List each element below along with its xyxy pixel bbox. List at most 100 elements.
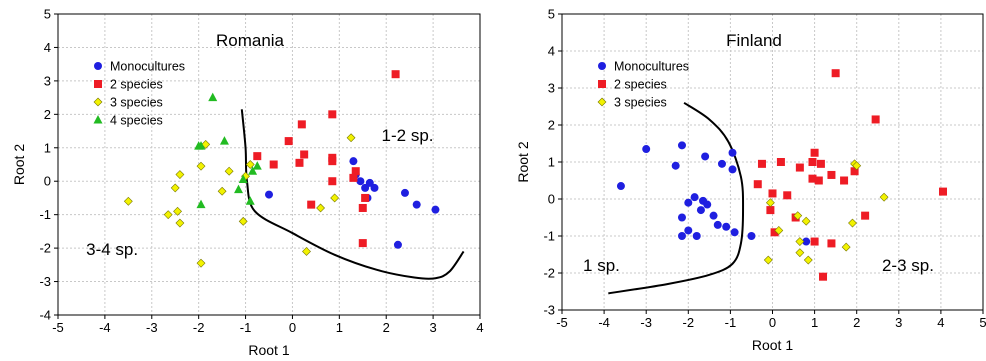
data-point [170, 183, 180, 193]
data-point [370, 183, 379, 192]
x-tick-label: -2 [683, 315, 695, 330]
data-point [391, 70, 400, 79]
data-point [245, 160, 255, 169]
data-point [248, 166, 258, 175]
data-point [795, 163, 804, 172]
data-point [848, 218, 857, 228]
x-tick-label: 5 [979, 315, 986, 330]
data-point [871, 115, 880, 124]
data-point [295, 158, 304, 167]
data-point [819, 272, 828, 281]
data-point [358, 203, 367, 212]
x-tick-label: 4 [476, 320, 483, 335]
data-point [400, 188, 409, 197]
x-tick-label: 3 [895, 315, 902, 330]
region-annotation: 1-2 sp. [382, 126, 434, 145]
x-tick-label: -5 [556, 315, 568, 330]
legend-marker [93, 97, 103, 107]
data-point [328, 177, 337, 186]
data-point [358, 239, 367, 248]
data-point [234, 184, 244, 194]
data-point [269, 160, 278, 169]
data-point [175, 218, 185, 228]
data-point [330, 193, 340, 203]
data-point [717, 159, 726, 168]
y-axis-label: Root 2 [11, 144, 27, 185]
x-axis-label: Root 1 [248, 342, 289, 358]
y-tick-label: 5 [44, 7, 51, 22]
legend-marker [597, 97, 607, 107]
data-point [709, 211, 718, 220]
x-tick-label: -1 [725, 315, 737, 330]
data-point [808, 174, 817, 183]
y-tick-label: 5 [548, 7, 555, 22]
data-point [827, 170, 836, 179]
y-tick-label: 4 [548, 44, 555, 59]
legend-label: 2 species [614, 78, 667, 92]
y-axis-label: Root 2 [515, 141, 531, 182]
y-tick-label: 1 [548, 155, 555, 170]
data-point [795, 237, 805, 246]
x-tick-label: -4 [598, 315, 610, 330]
data-point [728, 148, 737, 157]
y-tick-label: -1 [39, 207, 51, 222]
y-tick-label: -3 [543, 303, 555, 318]
data-point [677, 141, 686, 150]
x-tick-label: -5 [52, 320, 64, 335]
legend-label: 3 species [614, 96, 667, 110]
data-point [328, 157, 337, 166]
region-annotation: 2-3 sp. [882, 256, 934, 275]
series-monocultures [265, 157, 440, 249]
legend-marker [93, 115, 103, 124]
x-tick-label: 2 [383, 320, 390, 335]
data-point [677, 213, 686, 222]
data-point [238, 174, 248, 184]
data-point [840, 176, 849, 185]
data-point [776, 158, 785, 166]
data-point [747, 232, 756, 240]
x-tick-label: -1 [240, 320, 252, 335]
data-point [349, 157, 358, 166]
x-tick-label: -2 [193, 320, 205, 335]
data-point [703, 200, 712, 209]
data-point [361, 193, 370, 202]
data-point [219, 136, 229, 145]
data-point [814, 176, 823, 185]
series-monocultures [616, 141, 811, 246]
series-3-species [123, 133, 356, 268]
data-point [307, 200, 316, 209]
data-point [852, 161, 862, 171]
data-point [768, 189, 777, 198]
y-tick-label: -3 [39, 274, 51, 289]
y-tick-label: 0 [548, 192, 555, 207]
boundary-curve [240, 109, 465, 280]
region-annotation: 1 sp. [583, 256, 620, 275]
y-tick-label: 0 [44, 174, 51, 189]
data-point [730, 228, 739, 237]
data-point [265, 190, 273, 199]
y-tick-label: 4 [44, 40, 51, 55]
panel-2: -5 -4 -3 -2 -1 0 1 2 3 4 5 -3 -2 -1 0 1 2 3 4 5 Root 1 Root 2… [515, 7, 986, 354]
y-tick-label: 2 [548, 118, 555, 133]
data-point [431, 205, 440, 214]
x-axis-label: Root 1 [752, 337, 793, 353]
data-point [671, 161, 680, 170]
x-tick-label: 3 [429, 320, 436, 335]
data-point [300, 150, 309, 159]
data-point [701, 152, 710, 161]
data-point [728, 165, 737, 174]
x-tick-label: 0 [289, 320, 296, 335]
data-point [766, 206, 775, 215]
data-point [238, 216, 248, 226]
data-point [297, 120, 306, 129]
data-point [616, 182, 625, 191]
data-point [939, 187, 948, 196]
data-point [253, 152, 262, 161]
y-tick-label: -1 [543, 229, 555, 244]
x-tick-label: 1 [336, 320, 343, 335]
data-point [361, 183, 370, 192]
region-annotation: 3-4 sp. [86, 240, 138, 259]
